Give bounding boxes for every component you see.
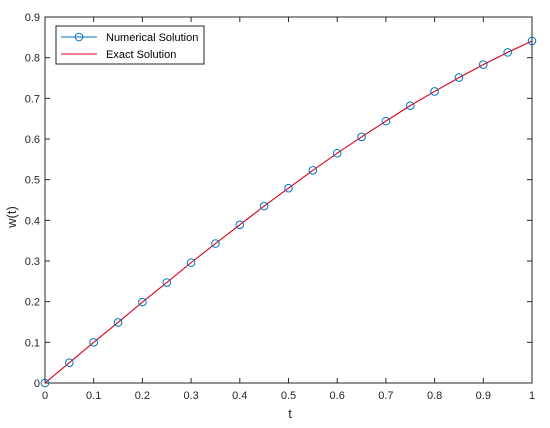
y-tick-label: 0.2 [25, 297, 40, 309]
numerical-solution-point [454, 73, 464, 82]
legend-numerical-marker [74, 32, 84, 42]
ticks: 0 0.1 0.2 0.3 0.4 0.5 0.6 0.7 0.8 0.9 1 0 0.1 0.2 0.3 0… [25, 12, 535, 402]
legend: Numerical Solution Exact Solution [55, 25, 205, 65]
numerical-solution-point [138, 297, 147, 307]
y-tick-label: 0.5 [25, 175, 40, 187]
numerical-solution-point [503, 48, 512, 57]
x-tick-label: 0.2 [135, 390, 150, 402]
numerical-solution-point [308, 166, 318, 175]
numerical-solution-point [430, 87, 439, 96]
numerical-solution-point [65, 358, 74, 367]
x-tick-label: 0.7 [378, 390, 393, 402]
x-tick-label: 1 [529, 390, 535, 402]
numerical-solution-point [479, 60, 488, 69]
numerical-solution-point [235, 220, 245, 230]
x-tick-label: 0.1 [86, 390, 101, 402]
numerical-solution-point [357, 132, 366, 142]
numerical-solution-point [259, 201, 269, 211]
x-tick-label: 0 [42, 390, 48, 402]
x-tick-label: 0.4 [232, 390, 247, 402]
x-tick-label: 0.3 [183, 390, 198, 402]
y-tick-label: 0.4 [25, 215, 40, 227]
exact-solution-line [44, 40, 533, 384]
x-axis-label: t [288, 406, 292, 421]
y-tick-label: 0.6 [25, 134, 40, 146]
numerical-solution-point [186, 258, 196, 267]
x-tick-label: 0.5 [281, 390, 296, 402]
numerical-solution-point [211, 239, 220, 248]
numerical-solution-point [332, 148, 342, 158]
series-layer [40, 36, 537, 388]
numerical-solution-point [40, 378, 50, 388]
y-tick-label: 0.8 [25, 53, 40, 65]
numerical-solution-point [527, 36, 537, 46]
numerical-solution-point [405, 101, 415, 110]
numerical-solution-point [162, 278, 172, 287]
legend-box [55, 25, 205, 65]
x-tick-label: 0.9 [476, 390, 491, 402]
x-tick-label: 0.8 [427, 390, 442, 402]
numerical-solution-point [284, 183, 293, 193]
numerical-solution-point [381, 116, 391, 126]
legend-exact-label: Exact Solution [106, 49, 176, 61]
plot-area [45, 17, 532, 383]
y-tick-label: 0.3 [25, 256, 40, 268]
y-tick-label: 0.7 [25, 93, 40, 105]
y-axis-label: w(t) [4, 206, 19, 229]
y-tick-label: 0 [34, 378, 40, 390]
y-tick-label: 0.9 [25, 12, 40, 24]
legend-numerical-label: Numerical Solution [106, 32, 198, 44]
plot-background [45, 17, 532, 383]
numerical-solution-point [113, 318, 123, 327]
y-tick-label: 0.1 [25, 337, 40, 349]
x-tick-label: 0.6 [330, 390, 345, 402]
numerical-solution-point [89, 338, 98, 347]
